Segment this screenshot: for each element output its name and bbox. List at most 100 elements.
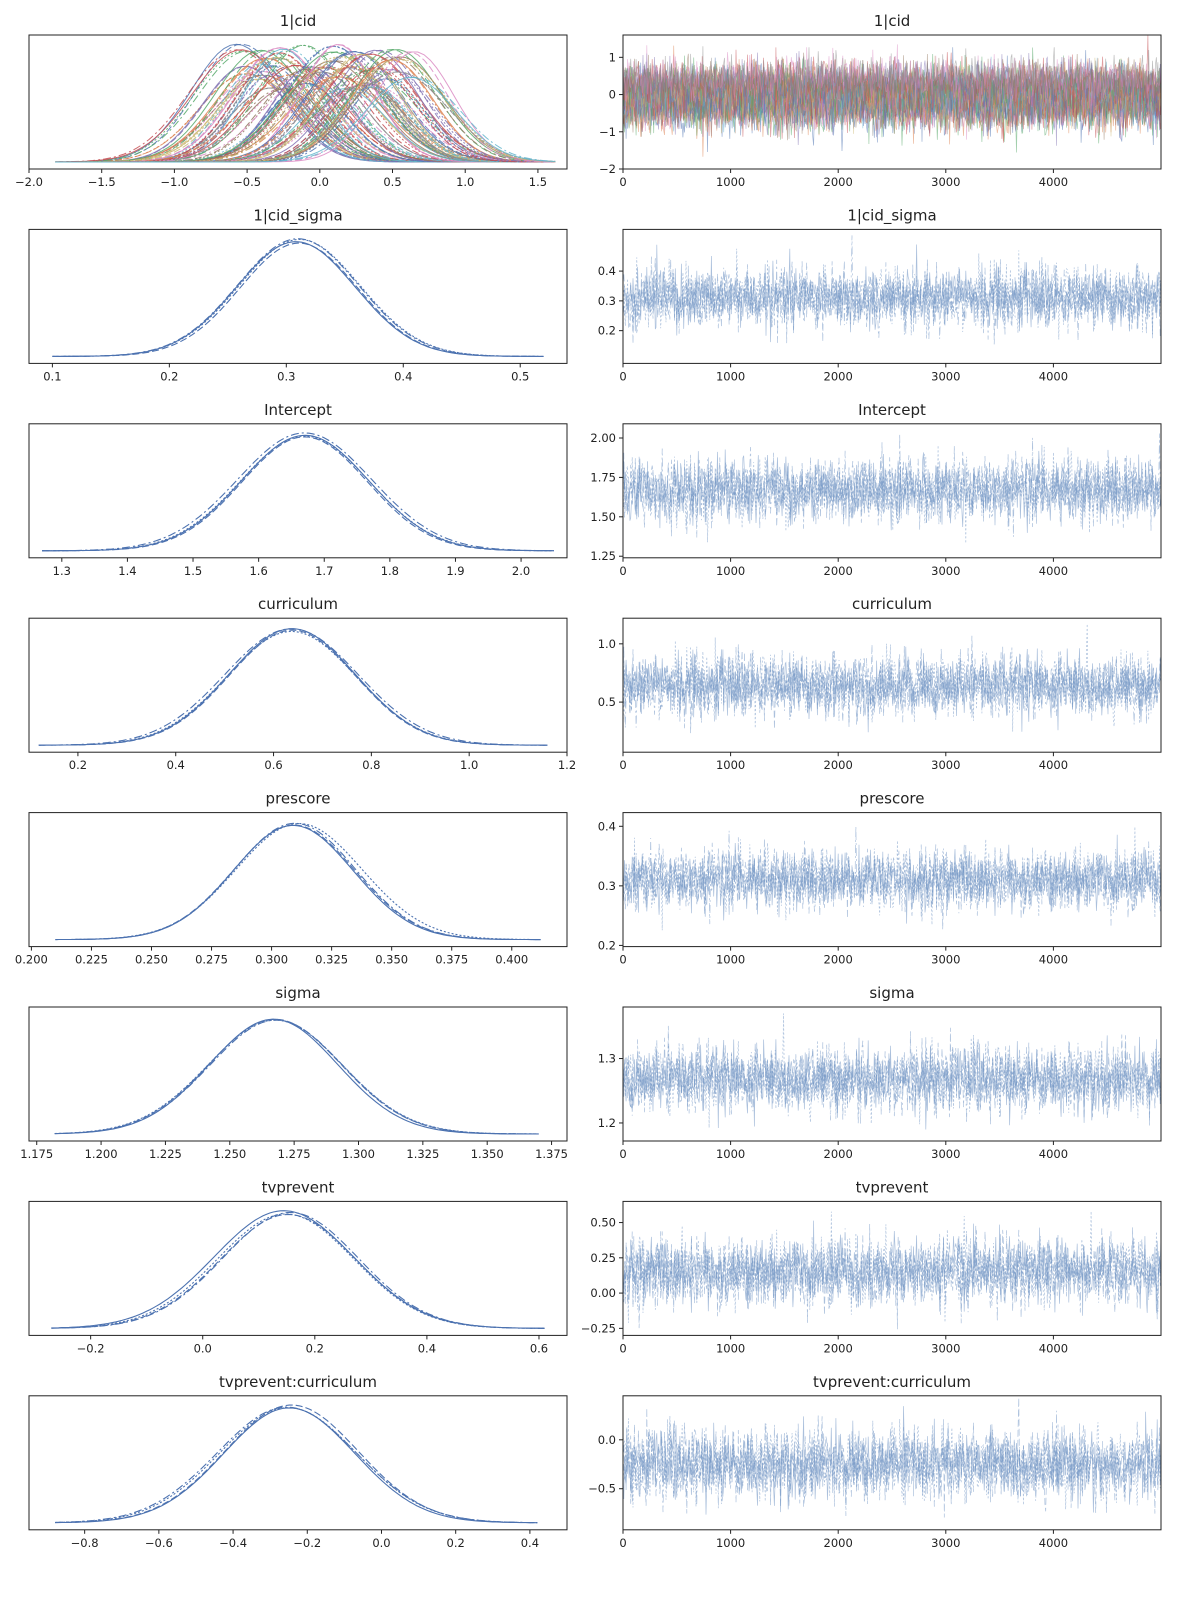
x-tick-label: 1.175 <box>20 1147 53 1161</box>
x-tick-label: 0.4 <box>394 369 412 383</box>
trace-lines <box>623 1211 1161 1330</box>
x-tick-label: 0.0 <box>372 1536 390 1550</box>
density-curve <box>52 241 544 357</box>
density-curve <box>38 630 548 746</box>
density-curve <box>51 1210 545 1329</box>
axes-frame <box>28 1200 568 1336</box>
axes-frame <box>622 617 1162 753</box>
y-tick-label: 0 <box>609 88 616 102</box>
axes-frame <box>28 423 568 559</box>
x-tick-label: 1.3 <box>53 564 71 578</box>
x-tick-label: 0.350 <box>375 953 408 967</box>
density-curve <box>55 45 556 163</box>
panel-title: 1|cid_sigma <box>847 206 936 225</box>
x-tick-label: 1.325 <box>406 1147 439 1161</box>
x-tick-label: 0.200 <box>15 953 48 967</box>
panel-title: Intercept <box>858 401 926 419</box>
x-tick-label: 1000 <box>716 758 745 772</box>
density-curve <box>55 50 556 163</box>
density-curve <box>54 1019 539 1135</box>
x-tick-label: −0.8 <box>71 1536 99 1550</box>
x-tick-label: 0.2 <box>69 758 87 772</box>
trace-panel-3: Intercept 0 1000 2000 3000 4000 1.25 1.50 1.75 2.… <box>590 401 1162 578</box>
x-tick-label: 0.2 <box>447 1536 465 1550</box>
density-panel-8: tvprevent:curriculum −0.8 −0.6 −0.4 −0.2 0.0 0… <box>28 1373 568 1550</box>
x-tick-label: 2000 <box>824 1147 853 1161</box>
density-curve <box>55 76 556 163</box>
x-tick-label: 0.225 <box>75 953 108 967</box>
trace-line <box>623 1025 1161 1125</box>
density-curve <box>52 238 544 357</box>
y-tick-label: 1 <box>609 50 616 64</box>
x-tick-label: 2000 <box>824 1341 853 1355</box>
x-tick-label: 1000 <box>716 1341 745 1355</box>
x-tick-label: 0 <box>619 369 626 383</box>
trace-lines <box>623 433 1161 544</box>
density-curve <box>54 1407 538 1524</box>
x-tick-label: 0.0 <box>194 1341 212 1355</box>
axes-frame <box>28 1006 568 1142</box>
x-tick-label: 1.2 <box>558 758 576 772</box>
x-tick-label: 2000 <box>824 1536 853 1550</box>
panel-title: tvprevent <box>262 1178 335 1196</box>
trace-panel-6: sigma 0 1000 2000 3000 4000 1.2 1.3 <box>598 984 1162 1161</box>
x-tick-label: −0.4 <box>219 1536 247 1550</box>
axes-frame <box>28 617 568 753</box>
axes-frame <box>28 34 568 170</box>
x-tick-label: 1.4 <box>118 564 136 578</box>
x-tick-label: 1.7 <box>315 564 333 578</box>
axes-frame <box>622 423 1162 559</box>
trace-line <box>623 826 1161 931</box>
x-tick-label: −1.5 <box>88 175 116 189</box>
y-tick-label: 0.3 <box>598 879 616 893</box>
x-tick-label: 2000 <box>824 369 853 383</box>
x-tick-label: 3000 <box>931 564 960 578</box>
x-tick-label: 1000 <box>716 175 745 189</box>
x-tick-label: 1.5 <box>529 175 547 189</box>
x-tick-label: 4000 <box>1039 369 1068 383</box>
density-curve <box>55 1407 538 1524</box>
panel-title: 1|cid <box>874 12 911 30</box>
density-curve <box>55 823 541 941</box>
panel-title: prescore <box>860 790 925 808</box>
density-curve <box>54 1406 538 1524</box>
x-tick-label: 2000 <box>824 564 853 578</box>
density-curve <box>55 84 556 163</box>
x-tick-label: 0.4 <box>418 1341 436 1355</box>
y-tick-label: 0.0 <box>598 1433 616 1447</box>
x-tick-label: 0 <box>619 1147 626 1161</box>
density-curves <box>52 238 544 357</box>
trace-panel-5: prescore 0 1000 2000 3000 4000 0.2 0.3 0.4 <box>598 790 1162 967</box>
density-panel-1: 1|cid −2.0 −1.5 −1.0 −0.5 0.0 0.5 1.0 1.5 <box>15 12 568 189</box>
density-curve <box>42 434 554 552</box>
y-tick-label: 0.25 <box>590 1251 616 1265</box>
panel-title: sigma <box>869 984 914 1002</box>
x-tick-label: −0.2 <box>77 1341 105 1355</box>
x-tick-label: 1000 <box>716 953 745 967</box>
x-tick-label: 0.250 <box>135 953 168 967</box>
density-curve <box>55 824 541 941</box>
x-tick-label: −0.2 <box>293 1536 321 1550</box>
trace-panel-2: 1|cid_sigma 0 1000 2000 3000 4000 0.2 0.3 0.4 <box>598 206 1162 383</box>
axes-frame <box>622 1395 1162 1531</box>
density-panel-2: 1|cid_sigma 0.1 0.2 0.3 0.4 0.5 <box>28 206 568 383</box>
density-curve <box>54 1019 539 1135</box>
trace-line <box>623 1410 1161 1517</box>
density-curve <box>51 1213 545 1329</box>
x-tick-label: 0.400 <box>495 953 528 967</box>
x-tick-label: 0.325 <box>315 953 348 967</box>
trace-lines <box>623 235 1161 345</box>
density-curve <box>42 435 554 552</box>
y-tick-label: −1 <box>599 125 616 139</box>
panel-title: 1|cid <box>280 12 317 30</box>
y-tick-label: 1.75 <box>590 470 616 484</box>
density-curve <box>54 1018 539 1135</box>
trace-lines <box>623 1397 1161 1518</box>
trace-line <box>623 442 1161 537</box>
density-curve <box>54 1404 538 1524</box>
density-curve <box>42 436 554 552</box>
axes-frame <box>28 1395 568 1531</box>
y-tick-label: −0.25 <box>581 1321 616 1335</box>
x-tick-label: 0.8 <box>362 758 380 772</box>
